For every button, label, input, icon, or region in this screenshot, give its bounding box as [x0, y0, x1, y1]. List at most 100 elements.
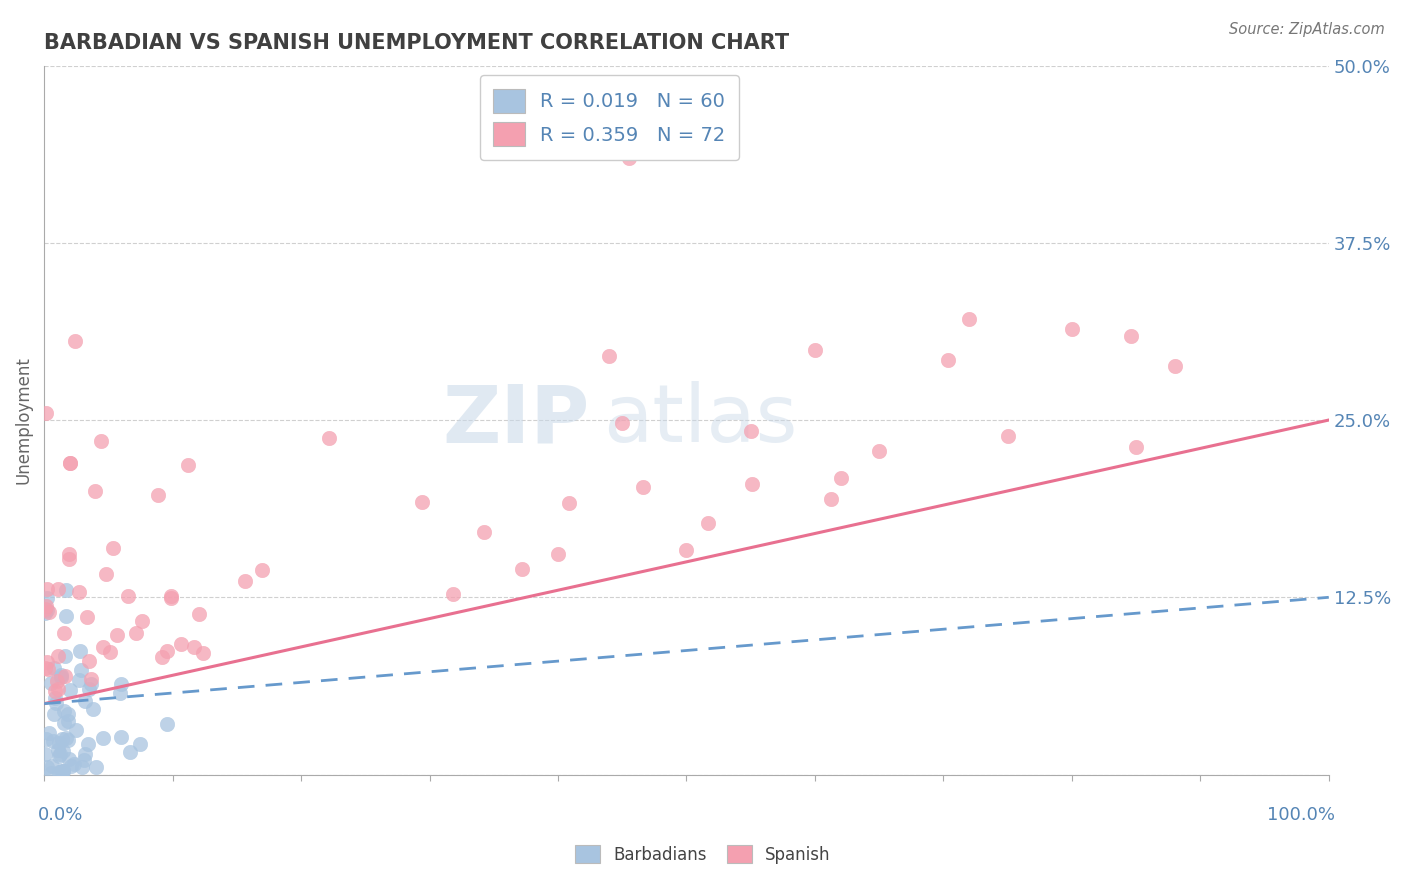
Point: [125, 626, 148, 640]
Point: [411, 494, 433, 508]
Point: [150, 650, 173, 665]
Point: [318, 431, 340, 445]
Point: [51, 732, 73, 747]
Point: [156, 716, 179, 731]
Point: [35, 582, 58, 597]
Point: [41, 676, 63, 690]
Point: [675, 543, 697, 558]
Point: [160, 590, 183, 604]
Point: [35, 603, 58, 617]
Point: [34, 602, 56, 616]
Point: [35, 406, 58, 420]
Text: Source: ZipAtlas.com: Source: ZipAtlas.com: [1229, 22, 1385, 37]
Point: [617, 151, 640, 165]
Point: [558, 496, 581, 510]
Point: [696, 516, 718, 531]
Point: [52, 764, 75, 779]
Point: [51, 764, 73, 779]
Point: [44, 660, 66, 674]
Point: [55, 731, 77, 746]
Point: [170, 637, 193, 651]
Point: [80, 677, 103, 691]
Text: 0.0%: 0.0%: [38, 806, 83, 824]
Point: [34, 606, 56, 620]
Point: [512, 562, 534, 576]
Point: [48, 765, 70, 780]
Point: [183, 640, 205, 654]
Point: [94, 567, 117, 582]
Point: [60, 758, 83, 772]
Point: [91, 640, 114, 654]
Point: [69, 663, 91, 677]
Point: [997, 429, 1019, 443]
Point: [1125, 440, 1147, 454]
Point: [48, 736, 70, 750]
Point: [38, 725, 60, 739]
Point: [65, 723, 87, 738]
Point: [37, 662, 59, 676]
Point: [45, 696, 67, 710]
Point: [35, 655, 58, 669]
Point: [72, 759, 94, 773]
Point: [90, 434, 112, 449]
Point: [1163, 359, 1185, 373]
Point: [62, 757, 84, 772]
Point: [52, 744, 75, 758]
Point: [73, 753, 96, 767]
Point: [35, 591, 58, 605]
Point: [120, 745, 142, 759]
Point: [957, 311, 980, 326]
Point: [77, 682, 100, 697]
Point: [804, 343, 827, 358]
Point: [56, 714, 79, 729]
Point: [46, 648, 69, 663]
Point: [48, 582, 70, 597]
Point: [58, 456, 80, 470]
Point: [547, 547, 569, 561]
Point: [53, 649, 76, 664]
Point: [110, 677, 132, 691]
Point: [91, 731, 114, 745]
Y-axis label: Unemployment: Unemployment: [15, 356, 32, 484]
Point: [51, 667, 73, 681]
Point: [56, 706, 79, 721]
Point: [110, 730, 132, 744]
Point: [108, 686, 131, 700]
Point: [59, 456, 82, 470]
Point: [41, 734, 63, 748]
Point: [76, 610, 98, 624]
Point: [67, 584, 90, 599]
Point: [146, 488, 169, 502]
Text: ZIP: ZIP: [443, 381, 591, 459]
Point: [35, 732, 58, 747]
Point: [52, 764, 75, 778]
Point: [45, 674, 67, 689]
Point: [58, 551, 80, 566]
Point: [34, 747, 56, 762]
Point: [868, 444, 890, 458]
Text: BARBADIAN VS SPANISH UNEMPLOYMENT CORRELATION CHART: BARBADIAN VS SPANISH UNEMPLOYMENT CORREL…: [44, 33, 789, 53]
Point: [80, 672, 103, 686]
Point: [46, 681, 69, 696]
Point: [131, 614, 153, 628]
Point: [84, 483, 107, 498]
Point: [191, 646, 214, 660]
Point: [63, 334, 86, 348]
Point: [741, 477, 763, 491]
Point: [73, 694, 96, 708]
Point: [48, 749, 70, 764]
Point: [69, 644, 91, 658]
Point: [250, 563, 273, 577]
Point: [936, 353, 959, 368]
Point: [77, 655, 100, 669]
Point: [820, 492, 842, 507]
Legend: Barbadians, Spanish: Barbadians, Spanish: [568, 838, 838, 871]
Point: [101, 541, 124, 556]
Point: [56, 732, 79, 747]
Point: [1121, 329, 1143, 343]
Point: [44, 706, 66, 721]
Point: [44, 690, 66, 705]
Point: [474, 524, 496, 539]
Point: [740, 424, 762, 438]
Point: [235, 574, 257, 589]
